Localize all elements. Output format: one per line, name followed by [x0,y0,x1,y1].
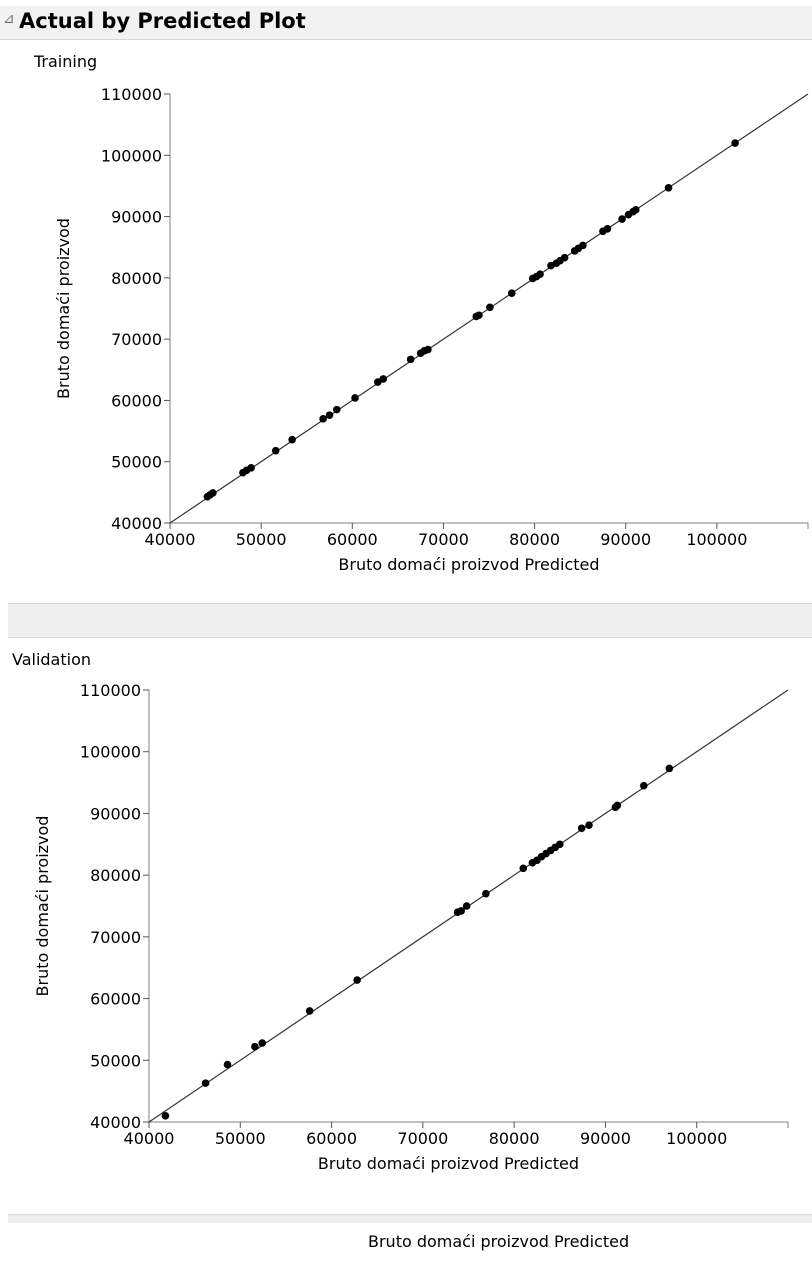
y-tick-label: 40000 [90,1113,141,1132]
data-point [457,907,465,915]
y-tick-label: 50000 [111,453,162,472]
y-tick-label: 80000 [111,269,162,288]
data-point [664,183,673,192]
data-point [379,375,388,383]
data-point [507,289,516,297]
x-tick-label: 50000 [215,1129,266,1148]
y-tick-label: 90000 [90,804,141,823]
x-tick-label: 40000 [145,530,196,549]
x-axis-title: Bruto domaći proizvod Predicted [338,555,599,574]
data-point [603,225,612,233]
x-axis-title: Bruto domaći proizvod Predicted [318,1154,579,1173]
x-tick-label: 60000 [327,530,378,549]
data-point [613,801,622,810]
disclosure-triangle-icon[interactable]: ⊿ [3,11,15,27]
data-point [258,1039,266,1047]
data-point [665,764,674,773]
data-point [579,241,587,250]
data-point [618,215,626,223]
x-tick-label: 70000 [397,1129,448,1148]
data-point [406,355,415,364]
y-tick-label: 110000 [101,85,162,104]
x-tick-label: 70000 [418,530,469,549]
data-point [161,1112,170,1120]
data-point [555,840,564,849]
data-point [305,1007,314,1015]
data-point [560,253,569,262]
training-label: Training [34,52,98,71]
y-axis-title: Bruto domaći proizvod [33,816,52,997]
plot-title: Actual by Predicted Plot [19,9,306,33]
data-point [247,464,255,472]
y-tick-label: 90000 [111,208,162,227]
data-point [631,206,640,214]
data-point [731,139,739,147]
data-point [209,489,217,497]
y-tick-label: 40000 [111,514,162,533]
y-tick-label: 100000 [101,146,162,165]
y-tick-label: 60000 [90,990,141,1009]
data-point [424,345,432,354]
data-point [319,415,327,423]
data-point [353,976,361,984]
x-tick-label: 100000 [666,1129,727,1148]
separator-band [8,604,812,637]
data-point [201,1079,210,1087]
data-point [639,781,648,790]
data-point [577,824,586,833]
y-tick-label: 110000 [80,681,141,700]
data-point [585,821,593,829]
data-point [486,303,494,312]
y-tick-label: 70000 [111,330,162,349]
plot-header: ⊿ Actual by Predicted Plot [0,6,812,40]
y-tick-label: 70000 [90,928,141,947]
y-tick-label: 50000 [90,1051,141,1070]
data-point [519,864,528,873]
separator-band [8,1215,812,1223]
x-tick-label: 100000 [686,530,747,549]
separator-line [8,603,812,604]
data-point [325,411,334,419]
y-axis-title: Bruto domaći proizvod [54,218,73,399]
x-tick-label: 60000 [306,1129,357,1148]
data-point [536,270,544,278]
x-tick-label: 40000 [124,1129,175,1148]
x-tick-label: 50000 [236,530,287,549]
data-point [351,394,359,402]
y-tick-label: 60000 [111,391,162,410]
data-point [223,1060,232,1069]
x-tick-label: 90000 [580,1129,631,1148]
data-point [482,889,490,898]
bottom-axis-label: Bruto domaći proizvod Predicted [368,1232,630,1251]
data-point [288,435,296,444]
data-point [332,405,341,414]
x-tick-label: 80000 [489,1129,540,1148]
y-tick-label: 80000 [90,866,141,885]
y-tick-label: 100000 [80,743,141,762]
validation-label: Validation [12,650,92,669]
x-tick-label: 90000 [600,530,651,549]
data-point [462,902,471,910]
separator-line [8,1214,812,1215]
data-point [271,446,280,455]
data-point [251,1042,259,1051]
separator-line [8,637,812,638]
x-tick-label: 80000 [509,530,560,549]
data-point [475,311,483,320]
